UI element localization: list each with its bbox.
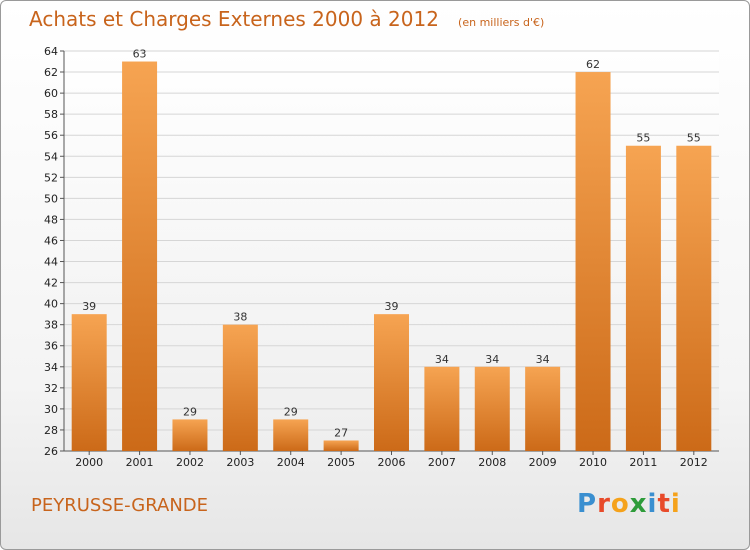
title-row: Achats et Charges Externes 2000 à 2012 (…	[29, 7, 544, 31]
y-tick-label: 46	[44, 234, 58, 247]
x-tick-label-2004: 2004	[277, 456, 305, 469]
value-label-2004: 29	[284, 405, 298, 418]
bar-2006	[374, 314, 409, 451]
bar-2005	[323, 440, 359, 451]
y-tick-label: 40	[44, 298, 58, 311]
y-tick-label: 50	[44, 192, 58, 205]
x-tick-label-2011: 2011	[629, 456, 657, 469]
plot-area: 26 28 30 32 34 36 38 40 42 44 46 48 50 52 54 56 58 60 62 64…	[44, 45, 719, 469]
x-tick-label-2003: 2003	[226, 456, 254, 469]
y-tick-label: 36	[44, 340, 58, 353]
bar-2004	[273, 419, 309, 451]
bar-2010	[575, 72, 611, 451]
value-label-2007: 34	[435, 353, 449, 366]
y-tick-label: 62	[44, 66, 58, 79]
logo-letter: o	[610, 489, 630, 519]
value-label-2011: 55	[636, 132, 650, 145]
y-tick-label: 58	[44, 108, 58, 121]
bar-2011	[625, 145, 661, 451]
x-tick-label-2009: 2009	[529, 456, 557, 469]
logo-letter: r	[597, 489, 611, 519]
x-tick-label-2005: 2005	[327, 456, 355, 469]
value-label-2012: 55	[687, 132, 701, 145]
y-tick-label: 52	[44, 171, 58, 184]
y-tick-label: 64	[44, 45, 58, 58]
x-tick-label-2012: 2012	[680, 456, 708, 469]
y-tick-label: 34	[44, 361, 58, 374]
y-tick-label: 60	[44, 87, 58, 100]
y-tick-label: 38	[44, 319, 58, 332]
logo-letter: i	[670, 489, 681, 519]
y-tick-label: 48	[44, 213, 58, 226]
y-tick-label: 32	[44, 382, 58, 395]
y-tick-label: 30	[44, 403, 58, 416]
x-tick-label-2006: 2006	[378, 456, 406, 469]
x-tick-label-2008: 2008	[478, 456, 506, 469]
value-label-2009: 34	[536, 353, 550, 366]
y-tick-label: 44	[44, 256, 58, 269]
bar-2007	[424, 366, 460, 451]
bar-2000	[71, 314, 107, 451]
commune-name: PEYRUSSE-GRANDE	[31, 495, 209, 516]
logo-letter: x	[629, 489, 648, 519]
value-label-2010: 62	[586, 58, 600, 71]
x-tick-label-2000: 2000	[75, 456, 103, 469]
value-label-2006: 39	[385, 300, 399, 313]
logo-letter: t	[657, 489, 671, 519]
value-label-2008: 34	[485, 353, 499, 366]
value-label-2000: 39	[82, 300, 96, 313]
value-label-2002: 29	[183, 405, 197, 418]
x-tick-label-2001: 2001	[126, 456, 154, 469]
chart-title: Achats et Charges Externes 2000 à 2012	[29, 7, 439, 31]
logo-letter: P	[577, 489, 598, 519]
bar-2003	[222, 324, 258, 451]
bar-2001	[122, 61, 158, 452]
bar-2012	[676, 145, 712, 451]
value-label-2003: 38	[233, 311, 247, 324]
logo-letter: i	[647, 489, 658, 519]
y-tick-label: 54	[44, 150, 58, 163]
y-tick-label: 56	[44, 129, 58, 142]
bar-2008	[474, 366, 510, 451]
x-tick-label-2002: 2002	[176, 456, 204, 469]
value-label-2005: 27	[334, 426, 348, 439]
y-tick-label: 26	[44, 445, 58, 458]
proxiti-logo: Proxiti	[577, 489, 681, 519]
chart-subtitle: (en milliers d'€)	[458, 16, 545, 29]
value-label-2001: 63	[133, 48, 147, 61]
bar-2002	[172, 419, 208, 451]
y-tick-label: 42	[44, 277, 58, 290]
x-tick-label-2007: 2007	[428, 456, 456, 469]
bar-2009	[525, 366, 561, 451]
y-tick-label: 28	[44, 424, 58, 437]
x-tick-label-2010: 2010	[579, 456, 607, 469]
